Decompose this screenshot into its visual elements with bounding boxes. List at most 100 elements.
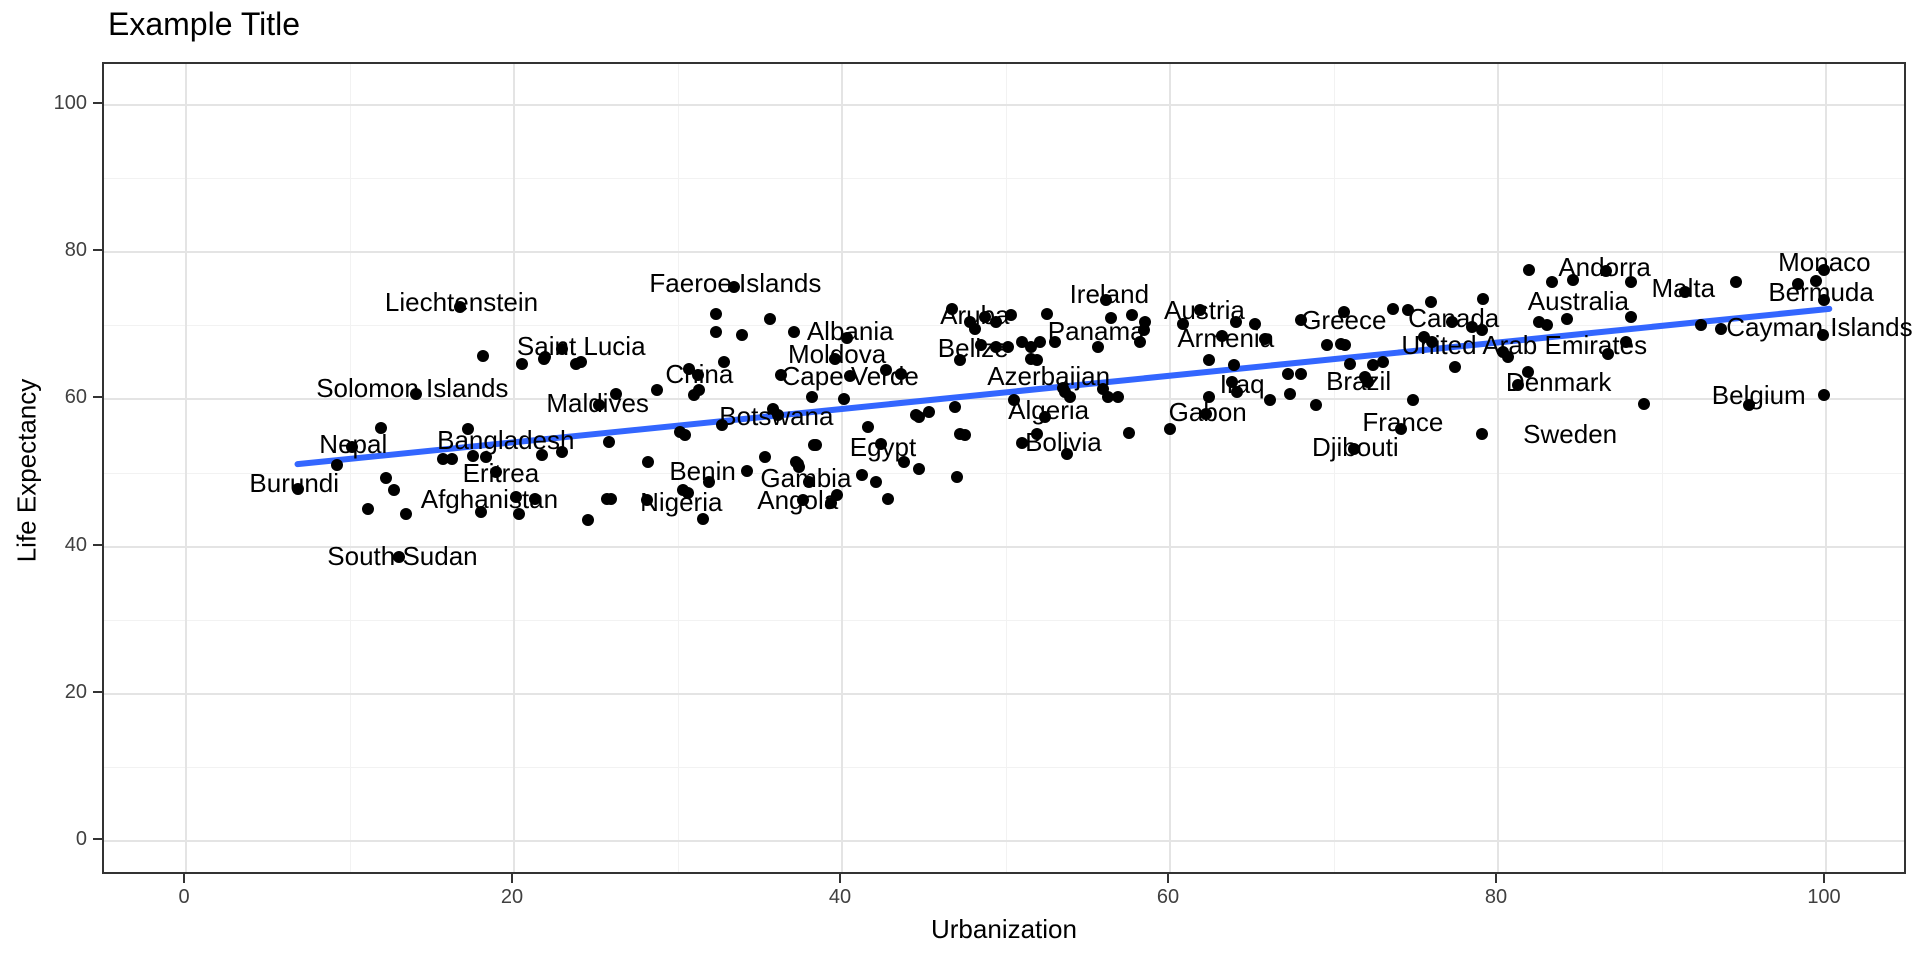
country-label: Ireland: [1069, 279, 1150, 310]
data-point: [1810, 274, 1823, 287]
data-point: [1344, 358, 1357, 371]
y-tick-mark: [93, 102, 102, 104]
data-point: [1049, 335, 1062, 348]
data-point: [1541, 319, 1554, 332]
y-tick-label: 40: [64, 533, 87, 556]
country-label: China: [665, 359, 734, 390]
country-label: Algeria: [1008, 394, 1090, 425]
data-point: [788, 325, 801, 338]
country-label: United Arab Emirates: [1401, 329, 1648, 360]
data-point: [1401, 304, 1414, 317]
data-point: [990, 316, 1003, 329]
country-label: Nigeria: [640, 486, 723, 517]
country-label: Denmark: [1505, 366, 1612, 397]
y-gridline-minor: [104, 472, 1904, 474]
y-tick-mark: [93, 396, 102, 399]
x-tick-label: 60: [1156, 886, 1180, 908]
x-gridline-minor: [349, 64, 351, 872]
data-point: [462, 422, 475, 435]
y-tick-label: 80: [64, 239, 87, 262]
country-label: Greece: [1301, 304, 1387, 335]
country-label: Djibouti: [1311, 432, 1399, 463]
data-point: [1004, 308, 1017, 321]
data-point: [1475, 427, 1488, 440]
data-point: [1816, 329, 1829, 342]
data-point: [840, 332, 853, 345]
data-point: [1008, 394, 1021, 407]
data-point: [1226, 376, 1239, 389]
x-tick-mark: [183, 874, 185, 883]
data-point: [409, 387, 422, 400]
x-tick-label: 40: [828, 886, 852, 908]
data-point: [1193, 304, 1206, 317]
data-point: [1465, 320, 1478, 333]
y-tick-mark: [93, 543, 102, 546]
data-point: [898, 455, 911, 468]
data-point: [555, 343, 568, 356]
x-gridline-major: [841, 64, 843, 872]
data-point: [1104, 312, 1117, 325]
x-tick-mark: [511, 874, 513, 883]
data-point: [1521, 366, 1534, 379]
data-point: [535, 449, 548, 462]
data-point: [1395, 422, 1408, 435]
y-axis-title: Life Expectancy: [11, 378, 42, 563]
x-tick-label: 80: [1484, 886, 1508, 908]
country-label: Belize: [937, 332, 1009, 363]
data-point: [678, 429, 691, 442]
data-point: [1203, 353, 1216, 366]
x-tick-mark: [1167, 874, 1169, 883]
data-point: [453, 300, 466, 313]
data-point: [609, 387, 622, 400]
data-point: [1203, 391, 1216, 404]
data-point: [445, 453, 458, 466]
country-label: Eritrea: [462, 458, 540, 488]
data-point: [1249, 318, 1262, 331]
data-point: [1619, 335, 1632, 348]
data-point: [763, 313, 776, 326]
x-gridline-minor: [1661, 64, 1663, 872]
data-point: [758, 450, 771, 463]
country-label: Angola: [757, 485, 839, 516]
country-label: Belgium: [1711, 379, 1806, 410]
data-point: [1818, 294, 1831, 307]
data-point: [1678, 285, 1691, 298]
data-point: [1624, 276, 1637, 289]
y-gridline-minor: [104, 178, 1904, 180]
data-point: [1111, 391, 1124, 404]
data-point: [895, 367, 908, 380]
data-point: [1137, 324, 1150, 337]
country-label: Faeroe Islands: [649, 268, 822, 299]
data-point: [1337, 305, 1350, 318]
data-point: [1101, 391, 1114, 404]
data-point: [1177, 317, 1190, 330]
data-point: [990, 341, 1003, 354]
data-point: [604, 493, 617, 506]
data-point: [1100, 294, 1113, 307]
data-point: [709, 308, 722, 321]
data-point: [475, 506, 488, 518]
x-tick-mark: [839, 874, 841, 883]
y-gridline-major: [104, 692, 1904, 695]
data-point: [330, 458, 343, 471]
data-point: [829, 352, 842, 365]
data-point: [1362, 376, 1375, 389]
data-point: [870, 475, 883, 488]
y-gridline-major: [104, 398, 1904, 401]
data-point: [1309, 399, 1322, 412]
data-point: [1792, 277, 1805, 290]
data-point: [1449, 361, 1462, 374]
data-point: [954, 353, 967, 366]
data-point: [380, 472, 393, 485]
data-point: [693, 383, 706, 396]
data-point: [489, 465, 502, 478]
data-point: [480, 450, 493, 463]
data-point: [775, 369, 788, 382]
y-tick-mark: [93, 690, 102, 693]
y-gridline-minor: [104, 766, 1904, 768]
country-label: Australia: [1527, 285, 1629, 316]
data-point: [1424, 296, 1437, 309]
country-label: Cayman Islands: [1726, 312, 1913, 343]
data-point: [691, 369, 704, 382]
data-point: [978, 310, 991, 323]
